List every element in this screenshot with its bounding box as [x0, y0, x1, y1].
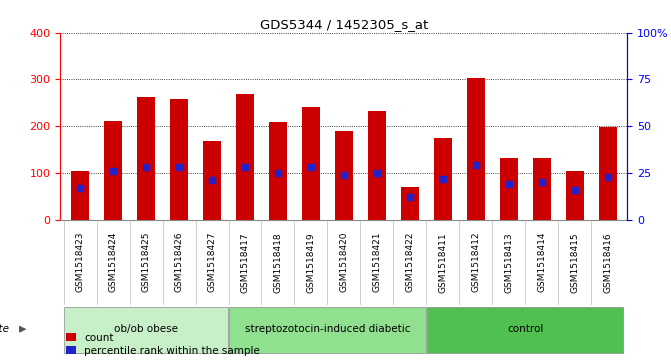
Point	[503, 181, 514, 187]
Bar	[104, 121, 122, 220]
Text: GSM1518411: GSM1518411	[438, 232, 448, 293]
Bar	[229, 307, 425, 353]
Bar	[269, 122, 287, 220]
Bar	[236, 94, 254, 220]
Point	[74, 185, 85, 191]
Text: ob/ob obese: ob/ob obese	[114, 324, 178, 334]
Text: GSM1518422: GSM1518422	[405, 232, 414, 293]
Text: GSM1518427: GSM1518427	[207, 232, 217, 293]
Bar	[533, 158, 551, 220]
Point	[174, 164, 185, 170]
Bar	[368, 111, 386, 220]
Bar	[137, 97, 155, 220]
Text: GSM1518416: GSM1518416	[603, 232, 612, 293]
Point	[240, 164, 250, 170]
Text: GSM1518421: GSM1518421	[372, 232, 381, 293]
Bar	[64, 307, 228, 353]
Text: GSM1518415: GSM1518415	[570, 232, 579, 293]
Bar	[566, 171, 584, 220]
Text: GSM1518424: GSM1518424	[109, 232, 117, 293]
Bar	[302, 107, 320, 220]
Text: GSM1518418: GSM1518418	[274, 232, 282, 293]
Legend: count, percentile rank within the sample: count, percentile rank within the sample	[66, 333, 260, 356]
Point	[338, 172, 349, 178]
Bar	[203, 141, 221, 220]
Text: GSM1518426: GSM1518426	[174, 232, 184, 293]
Title: GDS5344 / 1452305_s_at: GDS5344 / 1452305_s_at	[260, 19, 428, 32]
Bar	[500, 158, 518, 220]
Point	[536, 179, 547, 185]
Bar	[467, 78, 485, 220]
Bar	[71, 171, 89, 220]
Point	[569, 187, 580, 193]
Text: GSM1518425: GSM1518425	[142, 232, 150, 293]
Point	[272, 170, 283, 176]
Point	[207, 178, 217, 183]
Bar	[170, 99, 188, 220]
Text: disease state: disease state	[0, 324, 9, 334]
Text: GSM1518412: GSM1518412	[471, 232, 480, 293]
Bar	[433, 138, 452, 220]
Point	[305, 164, 316, 170]
Text: streptozotocin-induced diabetic: streptozotocin-induced diabetic	[245, 324, 410, 334]
Point	[470, 163, 481, 168]
Text: GSM1518413: GSM1518413	[504, 232, 513, 293]
Point	[108, 168, 119, 174]
Text: GSM1518417: GSM1518417	[240, 232, 250, 293]
Bar	[401, 187, 419, 220]
Text: GSM1518420: GSM1518420	[340, 232, 348, 293]
Bar	[599, 127, 617, 220]
Bar	[427, 307, 623, 353]
Bar	[335, 131, 353, 220]
Text: GSM1518419: GSM1518419	[307, 232, 315, 293]
Point	[405, 194, 415, 200]
Text: control: control	[507, 324, 544, 334]
Point	[141, 164, 152, 170]
Point	[437, 176, 448, 182]
Point	[372, 170, 382, 176]
Point	[603, 174, 613, 180]
Text: GSM1518414: GSM1518414	[537, 232, 546, 293]
Text: GSM1518423: GSM1518423	[76, 232, 85, 293]
